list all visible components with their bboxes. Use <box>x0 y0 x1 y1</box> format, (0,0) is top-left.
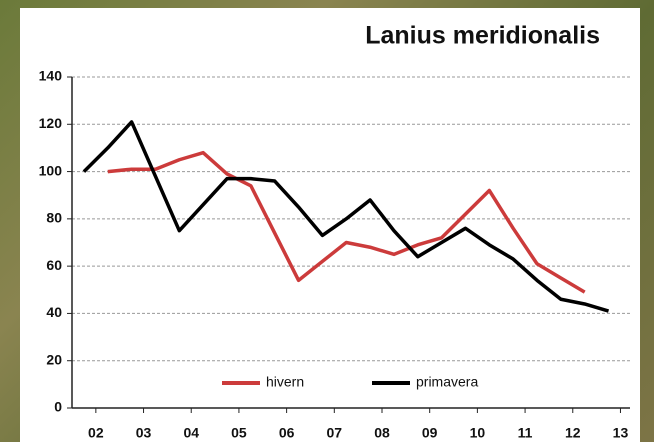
y-tick-label: 140 <box>39 68 63 84</box>
x-tick-label: 09 <box>422 425 438 441</box>
series-line <box>107 150 586 294</box>
x-tick-label: 07 <box>327 425 343 441</box>
y-tick-label: 120 <box>39 115 63 131</box>
y-tick-label: 20 <box>46 351 62 367</box>
chart-panel <box>20 8 640 442</box>
x-tick-label: 03 <box>136 425 152 441</box>
x-tick-label: 13 <box>613 425 629 441</box>
legend-label: hivern <box>266 374 304 390</box>
x-tick-label: 06 <box>279 425 295 441</box>
y-tick-label: 40 <box>46 304 62 320</box>
y-tick-label: 60 <box>46 257 62 273</box>
series-line <box>82 120 610 313</box>
x-tick-label: 02 <box>88 425 104 441</box>
y-tick-label: 80 <box>46 210 62 226</box>
x-tick-label: 04 <box>183 425 199 441</box>
x-tick-label: 10 <box>470 425 486 441</box>
chart-title: Lanius meridionalis <box>365 22 600 50</box>
x-tick-label: 12 <box>565 425 581 441</box>
y-tick-label: 100 <box>39 162 63 178</box>
x-tick-label: 05 <box>231 425 247 441</box>
x-tick-label: 08 <box>374 425 390 441</box>
x-tick-label: 11 <box>518 425 533 441</box>
legend-label: primavera <box>416 374 478 390</box>
y-tick-label: 0 <box>54 399 62 415</box>
